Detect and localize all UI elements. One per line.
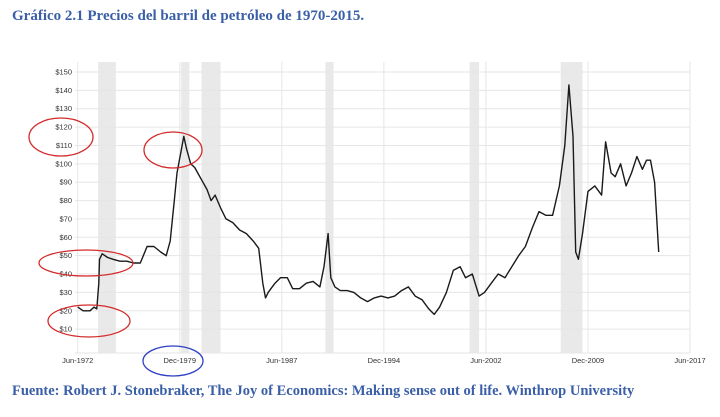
y-tick-label: $140 [55,86,72,95]
recession-band [201,62,221,353]
price-series [77,84,660,316]
oil-price-chart: $10 $20 $30 $40 $50 $60 $70 $80 $90 $100 $110 $120 $… [28,62,706,377]
y-tick-label: $50 [59,251,72,260]
x-axis-ticks: Jun-1972 Dec-1979 Jun-1987 Dec-1994 Jun-2002… [62,356,706,365]
circle-y-50 [38,249,134,277]
highlight-annotations [28,117,204,377]
circle-peak-1980 [143,131,203,169]
chart-caption: Gráfico 2.1 Precios del barril de petról… [12,8,365,24]
recession-bands [98,62,583,353]
y-tick-label: $90 [59,178,72,187]
y-axis-ticks: $10 $20 $30 $40 $50 $60 $70 $80 $90 $100 $110 $120 $… [55,68,72,334]
y-tick-label: $40 [59,270,72,279]
y-tick-label: $20 [59,306,72,315]
x-tick-label: Jun-1987 [266,356,297,365]
y-tick-label: $80 [59,196,72,205]
gridlines [75,62,691,354]
y-tick-label: $150 [55,68,72,77]
y-tick-label: $110 [56,141,72,150]
y-tick-label: $130 [55,104,72,113]
y-tick-label: $70 [59,214,72,223]
y-tick-label: $60 [59,233,72,242]
recession-band [325,62,334,353]
x-tick-label: Jun-1972 [62,356,93,365]
circle-dec-1979 [142,345,204,377]
x-tick-label: Dec-1979 [164,356,197,365]
x-tick-label: Dec-2009 [572,356,605,365]
price-line [77,84,660,316]
circle-y-120-110 [28,117,94,157]
recession-band [98,62,116,353]
source-note: Fuente: Robert J. Stonebraker, The Joy o… [12,383,635,399]
x-tick-label: Jun-2017 [674,356,705,365]
circle-y-20 [47,304,131,338]
y-tick-label: $120 [55,123,72,132]
y-tick-label: $30 [59,288,72,297]
x-tick-label: Jun-2002 [470,356,501,365]
recession-band [560,62,583,353]
recession-band [181,62,190,353]
y-tick-label: $100 [55,159,72,168]
y-tick-label: $10 [59,325,72,334]
recession-band [469,62,480,353]
x-tick-label: Dec-1994 [368,356,401,365]
